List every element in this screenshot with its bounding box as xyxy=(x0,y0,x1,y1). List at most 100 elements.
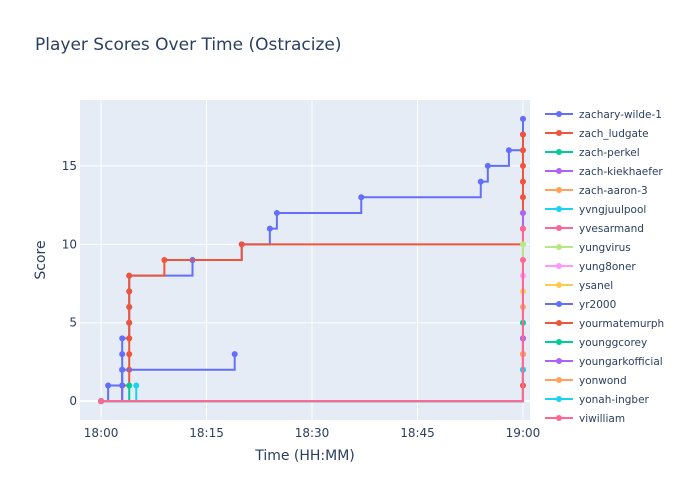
legend-label: zach-kiekhaefer xyxy=(579,166,663,178)
data-point xyxy=(98,398,105,405)
legend-marker xyxy=(556,111,562,117)
data-point xyxy=(477,178,484,185)
legend-label: yr2000 xyxy=(579,299,616,311)
legend-marker xyxy=(556,377,562,383)
y-tick-label: 5 xyxy=(69,316,77,330)
legend-marker xyxy=(556,320,562,326)
legend-item: yvesarmand xyxy=(545,223,644,235)
data-point xyxy=(519,131,526,138)
legend-label: zach-aaron-3 xyxy=(579,185,648,197)
legend[interactable]: zachary-wilde-1 zach_ludgate zach-perkel za… xyxy=(545,109,664,425)
x-tick-label: 18:45 xyxy=(400,426,435,440)
x-tick-label: 18:15 xyxy=(189,426,224,440)
legend-item: yung8oner xyxy=(545,261,636,273)
legend-label: zach_ludgate xyxy=(579,128,649,140)
data-point xyxy=(126,319,133,326)
data-point xyxy=(231,351,238,358)
data-point xyxy=(519,115,526,122)
data-point xyxy=(119,335,126,342)
legend-label: yung8oner xyxy=(579,261,636,273)
legend-item: youngarkofficial xyxy=(545,356,663,368)
legend-item: yr2000 xyxy=(545,299,616,311)
legend-label: zach-perkel xyxy=(579,147,640,159)
data-point xyxy=(119,382,126,389)
legend-label: yonwond xyxy=(579,375,627,387)
data-point xyxy=(519,209,526,216)
data-point xyxy=(119,351,126,358)
data-point xyxy=(519,257,526,263)
legend-label: youngarkofficial xyxy=(579,356,663,368)
data-point xyxy=(519,225,526,232)
legend-marker xyxy=(556,301,562,307)
y-tick-label: 0 xyxy=(69,394,77,408)
x-tick-label: 19:00 xyxy=(506,426,541,440)
legend-item: yungvirus xyxy=(545,242,631,254)
x-tick-label: 18:00 xyxy=(84,426,119,440)
legend-item: yvngjuulpool xyxy=(545,204,646,216)
legend-marker xyxy=(556,396,562,402)
legend-item: yourmatemurph xyxy=(545,318,664,330)
data-point xyxy=(519,241,526,248)
legend-marker xyxy=(556,339,562,345)
plot-content xyxy=(98,115,526,405)
legend-marker xyxy=(556,187,562,193)
plot-area xyxy=(80,100,530,420)
legend-marker xyxy=(556,263,562,269)
legend-item: zach-kiekhaefer xyxy=(545,166,663,178)
data-point xyxy=(238,241,245,248)
data-point xyxy=(105,382,112,389)
legend-marker xyxy=(556,415,562,421)
legend-label: zachary-wilde-1 xyxy=(579,109,662,121)
data-point xyxy=(126,335,133,342)
legend-marker xyxy=(556,149,562,155)
data-point xyxy=(161,257,168,263)
series-line xyxy=(101,134,524,403)
x-axis-ticks: 18:00 18:15 18:30 18:45 19:00 xyxy=(84,426,540,440)
legend-item: yonah-ingber xyxy=(545,394,650,406)
data-point xyxy=(126,351,133,358)
legend-label: yvngjuulpool xyxy=(579,204,646,216)
legend-label: younggcorey xyxy=(579,337,647,349)
legend-item: yonwond xyxy=(545,375,627,387)
legend-label: yourmatemurph xyxy=(579,318,664,330)
legend-item: yiwilliam xyxy=(545,413,625,425)
legend-marker xyxy=(556,206,562,212)
legend-label: yonah-ingber xyxy=(579,394,650,406)
legend-marker xyxy=(556,244,562,250)
legend-label: yiwilliam xyxy=(579,413,625,425)
legend-item: younggcorey xyxy=(545,337,647,349)
data-point xyxy=(505,147,512,154)
legend-marker xyxy=(556,358,562,364)
x-axis-title: Time (HH:MM) xyxy=(254,448,355,464)
legend-label: yvesarmand xyxy=(579,223,644,235)
y-tick-label: 15 xyxy=(62,159,77,173)
series-yiwilliam xyxy=(98,257,526,405)
legend-item: zach-perkel xyxy=(545,147,640,159)
data-point xyxy=(266,225,273,232)
data-point xyxy=(484,162,491,169)
data-point xyxy=(519,162,526,169)
y-axis-title: Score xyxy=(33,240,49,279)
data-point xyxy=(133,382,140,389)
data-point xyxy=(358,194,365,201)
data-point xyxy=(126,272,133,279)
legend-item: zach-aaron-3 xyxy=(545,185,648,197)
data-point xyxy=(519,178,526,185)
legend-label: ysanel xyxy=(579,280,613,292)
y-axis-ticks: 0 5 10 15 xyxy=(62,159,77,408)
legend-marker xyxy=(556,130,562,136)
legend-marker xyxy=(556,225,562,231)
data-point xyxy=(126,382,133,389)
legend-item: zachary-wilde-1 xyxy=(545,109,662,121)
data-point xyxy=(126,288,133,295)
data-point xyxy=(519,147,526,154)
legend-marker xyxy=(556,282,562,288)
data-point xyxy=(119,366,126,373)
data-point xyxy=(519,194,526,201)
data-point xyxy=(273,209,280,216)
chart-title: Player Scores Over Time (Ostracize) xyxy=(35,35,342,55)
y-tick-label: 10 xyxy=(62,237,77,251)
legend-label: yungvirus xyxy=(579,242,631,254)
x-tick-label: 18:30 xyxy=(295,426,330,440)
legend-item: zach_ludgate xyxy=(545,128,649,140)
